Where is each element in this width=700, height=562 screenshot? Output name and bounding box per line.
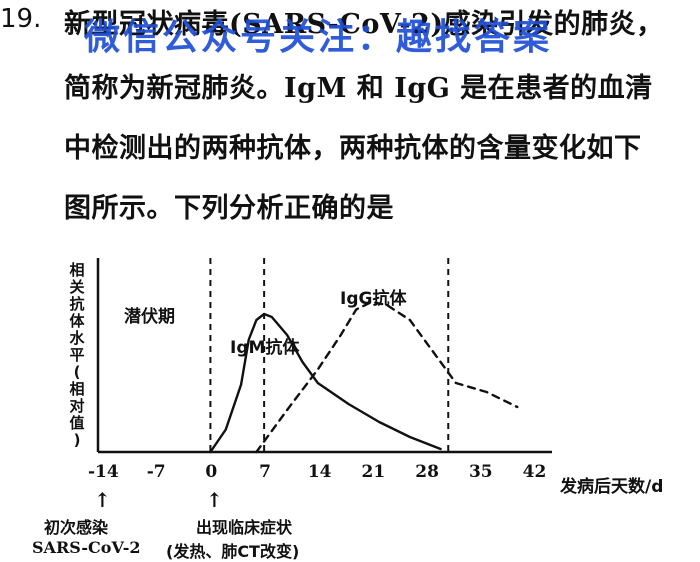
question-stem-line-2: 简称为新冠肺炎。IgM 和 IgG 是在患者的血清 [64,73,653,104]
question-stem-line-3: 中检测出的两种抗体，两种抗体的含量变化如下 [64,133,642,164]
igg-label: IgG抗体 [340,289,407,309]
latent-period-label: 潜伏期 [124,307,175,327]
x-tick-label: 28 [415,462,439,482]
x-tick-label: 14 [307,462,332,482]
arrow-up-icon: ↑ [206,488,223,512]
annotation-symptom-line-1: 出现临床症状 [196,518,293,537]
question-stem-line-4: 图所示。下列分析正确的是 [64,193,394,224]
igg-curve [255,300,519,454]
x-tick-label: 21 [361,462,386,482]
x-tick-label: 42 [522,462,547,482]
x-tick-label: 35 [468,462,493,482]
x-tick-label: -7 [146,462,166,482]
igm-curve [209,312,442,454]
x-tick-label: 7 [259,462,271,482]
chart-curves [209,300,519,454]
antibody-chart [96,258,552,454]
x-tick-label: -14 [88,462,119,482]
annotation-infection-line-2: SARS-CoV-2 [32,538,141,557]
arrow-up-icon: ↑ [94,488,111,512]
x-axis-label: 发病后天数/d [560,477,664,497]
y-axis-label: 相关抗体水平(相对值) [69,261,85,449]
question-number: 19. [0,4,42,34]
annotation-symptom-line-2: (发热、肺CT改变) [166,542,300,561]
annotation-infection-line-1: 初次感染 [44,518,109,537]
question-stem-line-1: 新型冠状病毒(SARS-CoV-2)感染引发的肺炎， [64,9,664,40]
watermark: 微信公众号关注：趣找答案 [84,17,553,58]
x-tick-label: 0 [205,462,218,482]
igm-label: IgM抗体 [230,338,300,358]
chart-axes [96,258,552,454]
